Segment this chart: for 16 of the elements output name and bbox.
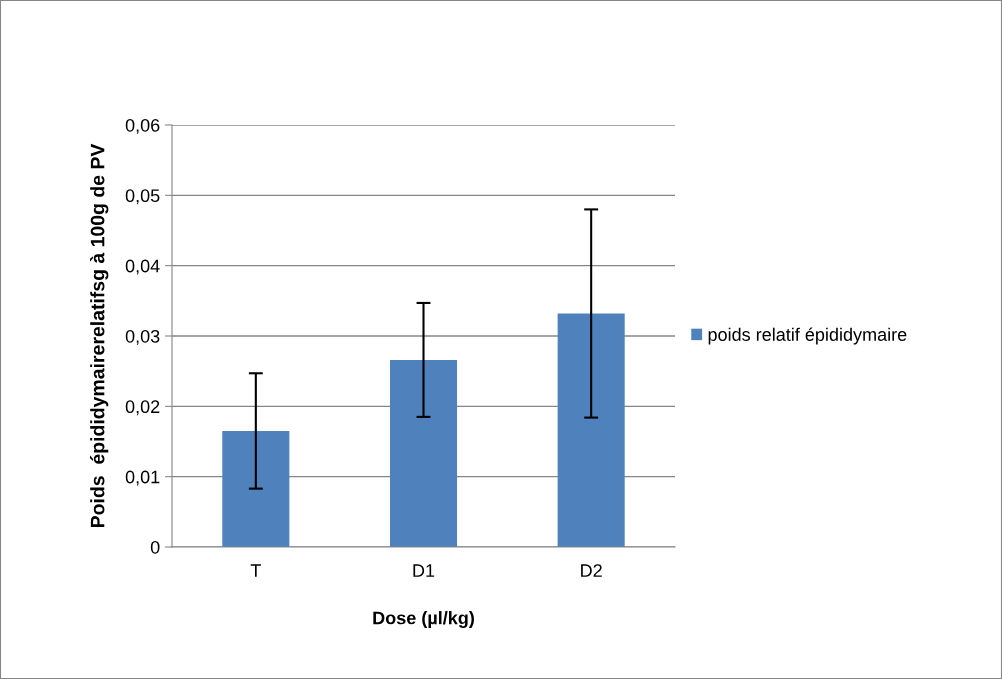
x-axis-title: Dose (µl/kg)	[373, 611, 474, 628]
y-tick-label: 0	[150, 540, 160, 554]
bar	[557, 313, 625, 547]
legend-label: poids relatif épididymaire	[708, 327, 907, 345]
x-tick-label: T	[250, 564, 261, 577]
x-tick-label: D1	[413, 564, 435, 577]
x-tick-label: D2	[581, 564, 602, 577]
y-tick-label: 0,04	[125, 259, 160, 275]
y-tick-label: 0,02	[125, 400, 160, 416]
bar	[222, 430, 290, 547]
bar	[389, 359, 458, 547]
y-axis-title: Poids épididymairerelatifsg à 100g de PV	[90, 143, 109, 528]
y-tick-label: 0,03	[125, 329, 160, 345]
y-tick-label: 0,05	[125, 189, 160, 205]
y-tick-label: 0,01	[125, 470, 160, 486]
y-tick-label: 0,06	[125, 118, 160, 134]
